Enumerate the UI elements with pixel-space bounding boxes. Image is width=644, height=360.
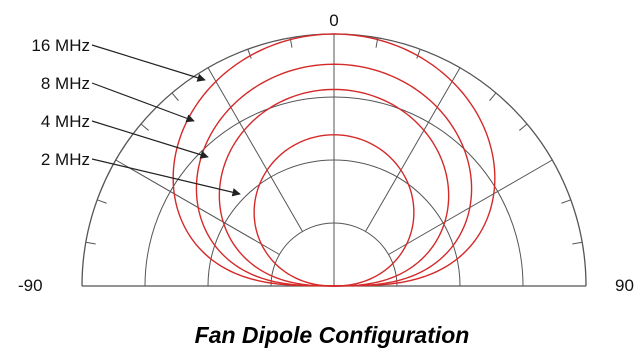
angle-tick bbox=[519, 123, 528, 131]
series-label: 16 MHz bbox=[31, 36, 90, 55]
spoke-line bbox=[365, 67, 461, 232]
pattern-curve bbox=[195, 63, 473, 287]
series-arrow bbox=[91, 44, 206, 82]
angle-tick bbox=[85, 241, 96, 245]
pattern-curve bbox=[218, 88, 450, 287]
angle-label-top: 0 bbox=[329, 11, 338, 30]
spoke-line bbox=[207, 67, 303, 232]
angle-tick bbox=[489, 92, 497, 101]
pattern-curve bbox=[172, 33, 496, 287]
angle-tick bbox=[140, 123, 149, 131]
angle-label-left: -90 bbox=[18, 276, 43, 295]
series-label: 8 MHz bbox=[41, 74, 90, 93]
angle-tick bbox=[416, 49, 421, 59]
polar-grid bbox=[81, 33, 587, 287]
radiation-patterns bbox=[172, 33, 496, 287]
series-arrow bbox=[91, 158, 241, 197]
pattern-curve bbox=[253, 134, 415, 287]
series-callouts: 16 MHz 8 MHz 4 MHz 2 MHz bbox=[31, 36, 241, 197]
angle-tick bbox=[171, 92, 179, 101]
angle-label-right: 90 bbox=[615, 276, 634, 295]
series-label: 4 MHz bbox=[41, 112, 90, 131]
chart-title: Fan Dipole Configuration bbox=[195, 322, 470, 348]
series-arrow bbox=[91, 120, 209, 159]
angle-tick bbox=[561, 199, 571, 204]
series-label: 2 MHz bbox=[41, 150, 90, 169]
angle-tick bbox=[572, 241, 583, 245]
angle-tick bbox=[247, 49, 252, 59]
angle-tick bbox=[97, 199, 107, 204]
series-arrow bbox=[91, 82, 195, 123]
